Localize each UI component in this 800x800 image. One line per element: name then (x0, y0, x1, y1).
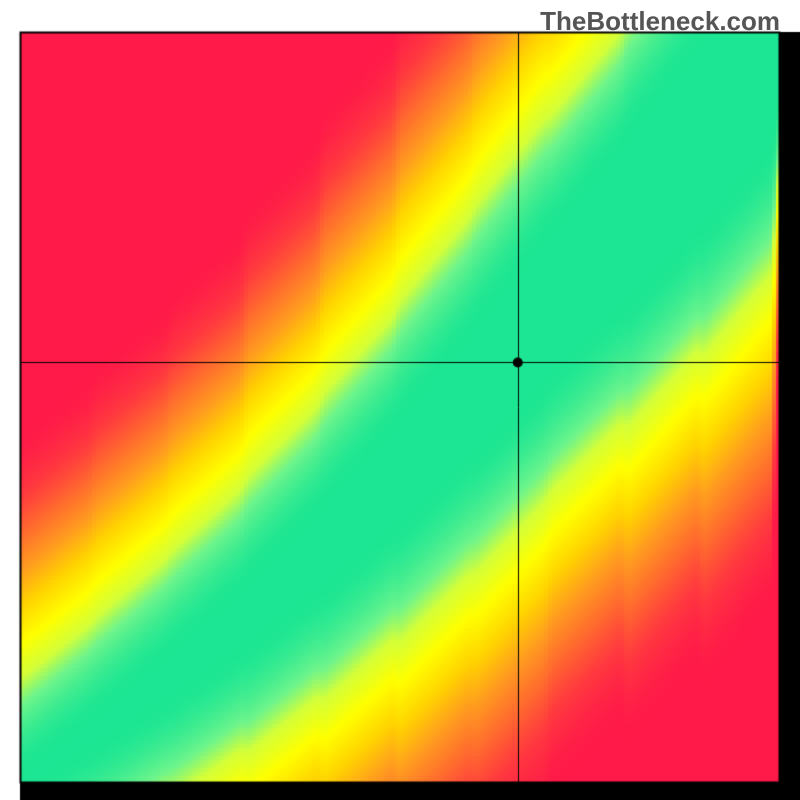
heatmap-canvas (0, 0, 800, 800)
chart-container: TheBottleneck.com (0, 0, 800, 800)
